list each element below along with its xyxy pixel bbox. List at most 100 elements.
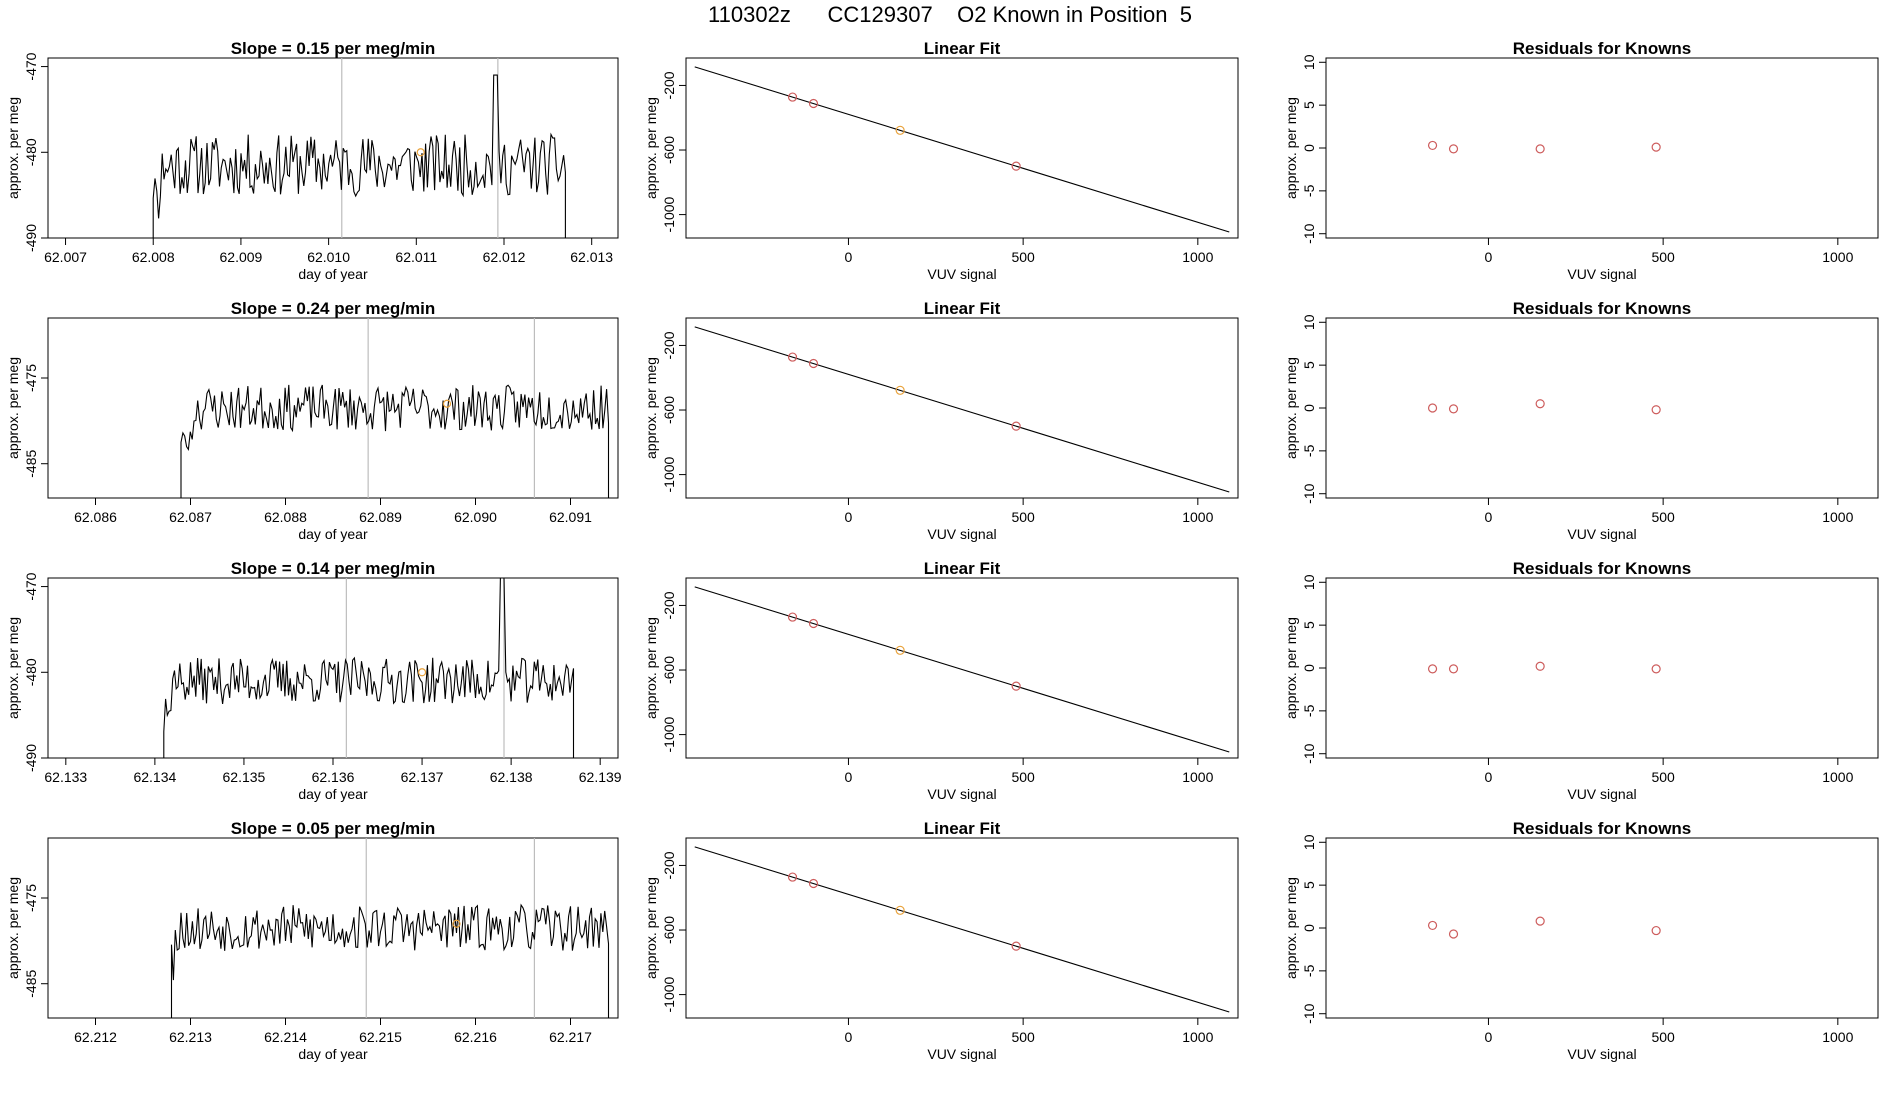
y-tick-label: -480 [23, 138, 39, 166]
fit-point [787, 872, 798, 882]
fit-point [787, 612, 798, 622]
row-2-residual-panel: 0 500 1000 -10 -5 0 5 10 Residuals for Knowns VUV… [1283, 299, 1879, 542]
y-tick-label: 0 [1301, 664, 1317, 672]
y-axis-label: approx. per meg [643, 357, 659, 459]
fit-point [808, 358, 819, 369]
y-tick-label: -200 [661, 331, 677, 359]
y-tick-label: -5 [1301, 704, 1317, 717]
residual-point [1535, 399, 1545, 409]
x-axis-label: day of year [298, 1046, 368, 1062]
x-tick-label: 62.008 [132, 249, 175, 265]
y-tick-label: -480 [23, 658, 39, 686]
row-4-fit-panel: 0 500 1000 -1000 -600 -200 Linear Fit VUV signa… [643, 819, 1239, 1062]
x-tick-label: 1000 [1182, 509, 1213, 525]
x-tick-label: 500 [1651, 249, 1675, 265]
x-tick-label: 500 [1651, 769, 1675, 785]
y-tick-label: 10 [1301, 54, 1317, 70]
plot-frame [47, 837, 619, 1019]
y-tick-label: -1000 [661, 456, 677, 492]
data-series-line [152, 74, 566, 238]
x-axis-label: VUV signal [927, 526, 996, 542]
fit-point [1011, 681, 1021, 691]
plot-frame [685, 57, 1239, 239]
x-tick-label: 62.087 [169, 509, 212, 525]
fit-point [895, 385, 905, 395]
y-tick-label: 5 [1301, 621, 1317, 629]
y-axis-label: approx. per meg [5, 97, 21, 199]
y-tick-label: -470 [23, 52, 39, 80]
y-tick-label: -490 [23, 744, 39, 772]
x-axis-label: day of year [298, 526, 368, 542]
target-marker [452, 919, 461, 928]
x-tick-label: 62.139 [579, 769, 622, 785]
x-tick-label: 62.214 [264, 1029, 307, 1045]
panel-title: Slope = 0.14 per meg/min [231, 559, 436, 578]
plot-frame [1325, 577, 1879, 759]
y-tick-label: 10 [1301, 314, 1317, 330]
fit-point [808, 98, 819, 109]
x-tick-label: 62.133 [44, 769, 87, 785]
x-tick-label: 62.213 [169, 1029, 212, 1045]
panel-title: Linear Fit [924, 299, 1001, 318]
row-1-fit-panel: 0 500 1000 -1000 -600 -200 Linear Fit VUV signa… [643, 39, 1239, 282]
residual-point [1535, 661, 1545, 671]
y-tick-label: -5 [1301, 444, 1317, 457]
y-tick-label: -490 [23, 224, 39, 252]
y-axis-label: approx. per meg [5, 357, 21, 459]
y-axis-label: approx. per meg [643, 617, 659, 719]
residual-point [1448, 664, 1459, 674]
y-tick-label: -600 [661, 136, 677, 164]
residual-point [1535, 916, 1545, 926]
y-axis-label: approx. per meg [1283, 617, 1299, 719]
y-tick-label: -5 [1301, 964, 1317, 977]
data-series-line [163, 578, 575, 758]
y-axis-label: approx. per meg [5, 617, 21, 719]
y-tick-label: -600 [661, 656, 677, 684]
x-tick-label: 500 [1011, 509, 1035, 525]
x-tick-label: 62.212 [74, 1029, 117, 1045]
x-tick-label: 0 [845, 1029, 853, 1045]
x-tick-label: 62.136 [312, 769, 355, 785]
x-axis-label: VUV signal [1567, 1046, 1636, 1062]
x-tick-label: 62.012 [483, 249, 526, 265]
x-tick-label: 1000 [1182, 769, 1213, 785]
residual-point [1651, 142, 1661, 152]
x-tick-label: 1000 [1182, 249, 1213, 265]
x-tick-label: 500 [1651, 1029, 1675, 1045]
y-axis-label: approx. per meg [643, 877, 659, 979]
y-axis-label: approx. per meg [1283, 877, 1299, 979]
row-4-series-panel: 62.212 62.213 62.214 62.215 62.216 62.217 -485… [5, 819, 619, 1062]
x-axis-label: day of year [298, 786, 368, 802]
panel-title: Slope = 0.24 per meg/min [231, 299, 436, 318]
row-4-residual-panel: 0 500 1000 -10 -5 0 5 10 Residuals for Knowns VUV… [1283, 819, 1879, 1062]
plot-frame [685, 317, 1239, 499]
panel-title: Residuals for Knowns [1513, 819, 1692, 838]
panel-title: Residuals for Knowns [1513, 559, 1692, 578]
y-axis-label: approx. per meg [5, 877, 21, 979]
fit-line [694, 326, 1230, 493]
target-marker [417, 668, 427, 677]
y-tick-label: -10 [1301, 743, 1317, 763]
x-tick-label: 0 [845, 509, 853, 525]
residual-point [1651, 405, 1661, 415]
plot-frame [1325, 837, 1879, 1019]
y-tick-label: -200 [661, 851, 677, 879]
x-tick-label: 0 [1485, 249, 1493, 265]
fit-point [895, 645, 905, 655]
fit-line [694, 586, 1230, 753]
residual-point [1427, 920, 1438, 931]
y-tick-label: 0 [1301, 144, 1317, 152]
panel-title: Linear Fit [924, 39, 1001, 58]
x-tick-label: 62.089 [359, 509, 402, 525]
x-tick-label: 1000 [1822, 249, 1853, 265]
y-tick-label: -200 [661, 71, 677, 99]
row-2-series-panel: 62.086 62.087 62.088 62.089 62.090 62.091 -485… [5, 299, 619, 542]
x-tick-label: 62.090 [454, 509, 497, 525]
y-tick-label: -485 [23, 449, 39, 477]
row-1-residual-panel: 0 500 1000 -10 -5 0 5 10 Residuals for Knowns VUV… [1283, 39, 1879, 282]
fit-point [895, 125, 905, 135]
y-tick-label: 10 [1301, 834, 1317, 850]
panel-title: Residuals for Knowns [1513, 39, 1692, 58]
fit-point [895, 905, 905, 915]
residual-point [1651, 925, 1661, 936]
